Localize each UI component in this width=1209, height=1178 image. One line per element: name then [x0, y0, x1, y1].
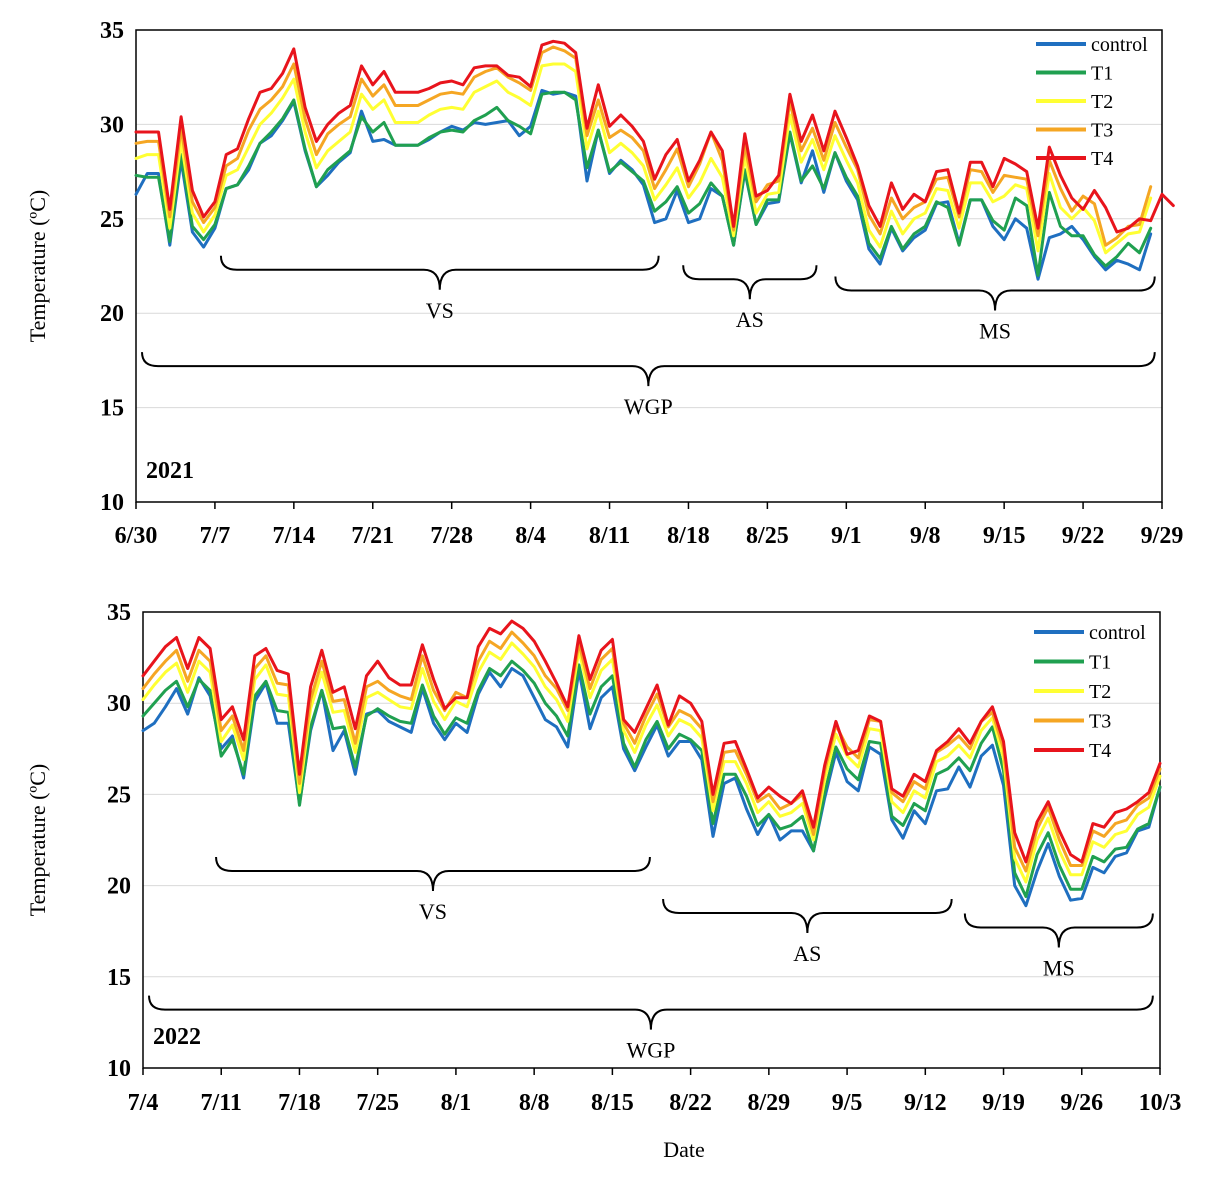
- y-tick-label: 15: [107, 965, 131, 991]
- legend: control T1 T2 T3 T4: [1036, 34, 1148, 170]
- bracket-label-ms: MS: [1043, 956, 1075, 981]
- x-axis-label: Date: [663, 1137, 705, 1162]
- series-line-t1: [141, 659, 1162, 898]
- legend-label: T1: [1091, 63, 1113, 85]
- series-line-t4: [141, 619, 1162, 864]
- plot-area: [135, 29, 1163, 503]
- x-tick-label: 7/14: [273, 523, 316, 549]
- bracket-label-as: AS: [736, 307, 764, 332]
- y-tick-label: 20: [100, 301, 124, 327]
- bracket-label-wgp: WGP: [626, 1038, 675, 1063]
- legend-label: T4: [1089, 740, 1111, 762]
- bracket-label-as: AS: [793, 941, 821, 966]
- y-axis-label: Temperature (ºC): [25, 764, 50, 917]
- legend-label: T3: [1089, 711, 1111, 733]
- x-tick-label: 8/15: [591, 1090, 634, 1116]
- y-tick-label: 30: [100, 112, 124, 138]
- chart-panel-2021: 10 15 20 25 30 35 6/30 7/7 7/14 7/21 7/28 8/4 8/11 8/…: [25, 18, 1183, 549]
- x-tick-label: 7/18: [278, 1090, 321, 1116]
- y-tick-label: 10: [100, 490, 124, 516]
- x-tick-label: 8/25: [746, 523, 789, 549]
- x-tick-label: 9/5: [832, 1090, 863, 1116]
- bracket-ms: [963, 913, 1154, 948]
- x-tick-label: 8/4: [515, 523, 546, 549]
- legend-label: T1: [1089, 652, 1111, 674]
- x-tick-label: 7/25: [356, 1090, 399, 1116]
- x-tick-label: 8/1: [441, 1090, 472, 1116]
- panel-year-label: 2022: [153, 1024, 201, 1050]
- panel-year-label: 2021: [146, 458, 194, 484]
- y-tick-label: 20: [107, 874, 131, 900]
- x-tick-label: 10/3: [1139, 1090, 1182, 1116]
- legend-label: T4: [1091, 148, 1113, 170]
- plot-area: [142, 611, 1161, 1069]
- x-tick-label: 9/29: [1141, 523, 1184, 549]
- x-tick-label: 6/30: [115, 523, 158, 549]
- bracket-as: [662, 898, 953, 933]
- chart-panel-2022: 10 15 20 25 30 35 7/4 7/11 7/18 7/25 8/1 8/8 8/15 8/2…: [25, 600, 1181, 1162]
- x-tick-label: 7/4: [128, 1090, 159, 1116]
- legend-label: control: [1091, 34, 1148, 56]
- legend-label: T2: [1091, 91, 1113, 113]
- bracket-label-vs: VS: [426, 298, 454, 323]
- series-line-t2: [141, 641, 1162, 884]
- x-tick-label: 8/11: [589, 523, 630, 549]
- x-tick-label: 7/7: [200, 523, 231, 549]
- legend-label: T2: [1089, 681, 1111, 703]
- series-line-t4: [134, 39, 1175, 234]
- x-tick-label: 8/22: [669, 1090, 712, 1116]
- x-tick-label: 7/11: [201, 1090, 242, 1116]
- x-tick-label: 7/21: [351, 523, 394, 549]
- y-tick-label: 10: [107, 1056, 131, 1082]
- y-tick-label: 35: [100, 18, 124, 44]
- y-tick-label: 30: [107, 691, 131, 717]
- x-tick-label: 9/22: [1062, 523, 1105, 549]
- x-tick-label: 8/8: [519, 1090, 550, 1116]
- bracket-wgp: [141, 352, 1156, 387]
- x-tick-label: 8/29: [748, 1090, 791, 1116]
- y-axis-label: Temperature (ºC): [25, 190, 50, 343]
- y-tick-label: 25: [100, 207, 124, 233]
- bracket-as: [682, 265, 818, 300]
- y-tick-label: 35: [107, 600, 131, 626]
- x-tick-label: 9/12: [904, 1090, 947, 1116]
- x-tick-label: 9/15: [983, 523, 1026, 549]
- x-tick-label: 9/26: [1060, 1090, 1103, 1116]
- bracket-wgp: [148, 995, 1154, 1030]
- legend: control T1 T2 T3 T4: [1034, 622, 1146, 762]
- legend-label: T3: [1091, 120, 1113, 142]
- bracket-vs: [215, 856, 651, 892]
- series-line-t1: [134, 90, 1153, 277]
- series-line-t3: [134, 45, 1153, 247]
- x-tick-label: 8/18: [667, 523, 710, 549]
- x-tick-label: 9/8: [910, 523, 941, 549]
- x-tick-label: 7/28: [430, 523, 473, 549]
- bracket-ms: [834, 276, 1156, 311]
- bracket-label-ms: MS: [979, 319, 1011, 344]
- bracket-vs: [219, 255, 660, 290]
- bracket-label-vs: VS: [419, 899, 447, 924]
- series-line-t3: [141, 630, 1162, 873]
- series-line-t2: [134, 62, 1153, 255]
- y-tick-label: 25: [107, 782, 131, 808]
- x-tick-label: 9/1: [831, 523, 862, 549]
- bracket-label-wgp: WGP: [624, 394, 673, 419]
- legend-label: control: [1089, 622, 1146, 644]
- y-tick-label: 15: [100, 396, 124, 422]
- x-tick-label: 9/19: [982, 1090, 1025, 1116]
